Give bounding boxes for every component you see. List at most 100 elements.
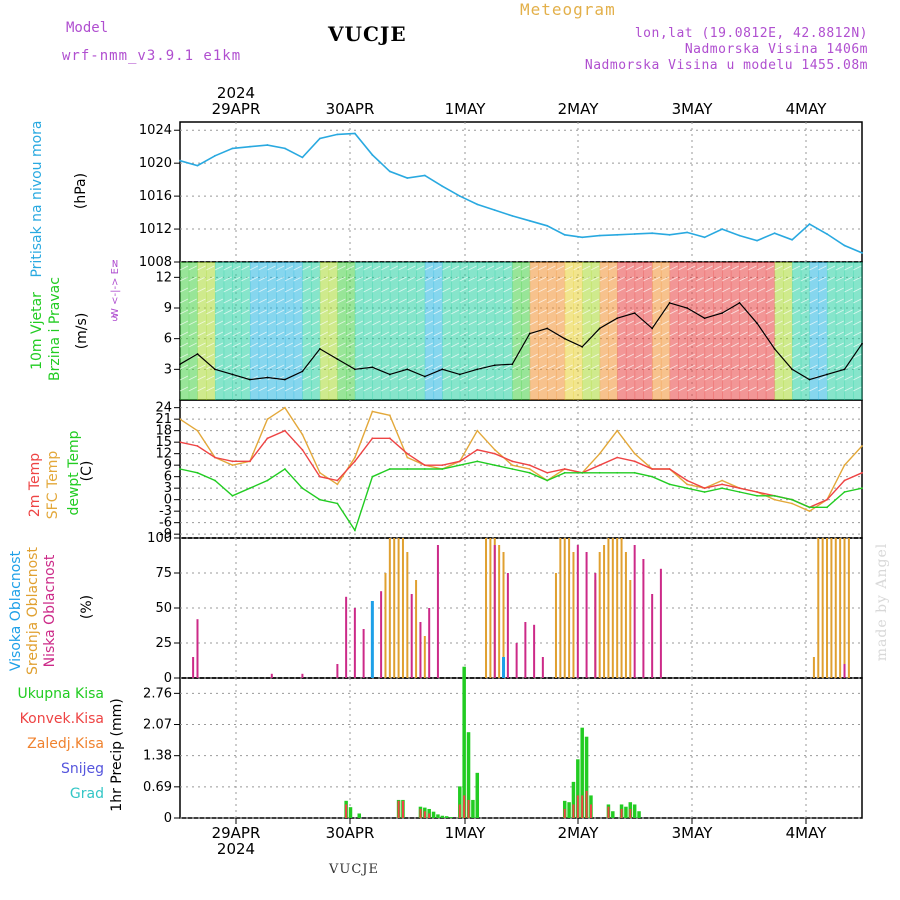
wind-arrow bbox=[450, 298, 460, 304]
dewpoint-line-point bbox=[598, 471, 601, 474]
wind-arrow bbox=[555, 287, 565, 293]
wind-arrow bbox=[651, 298, 661, 304]
temp-2m-line-point bbox=[301, 448, 304, 451]
wind-arrow bbox=[686, 353, 696, 359]
wind-arrow bbox=[826, 364, 836, 370]
wind-arrow bbox=[800, 265, 809, 271]
wind-field-strip bbox=[599, 262, 609, 400]
wind-arrow bbox=[319, 342, 329, 348]
wind-arrow bbox=[310, 309, 320, 315]
wind-arrow bbox=[363, 276, 372, 282]
wind-arrow bbox=[223, 375, 232, 381]
wind-arrow bbox=[276, 265, 285, 271]
wind-arrow bbox=[433, 298, 442, 304]
wind-arrow bbox=[503, 287, 512, 293]
wind-arrow bbox=[555, 364, 565, 370]
wind-arrow bbox=[206, 265, 215, 271]
wind-arrow bbox=[634, 364, 643, 370]
wind-field-strip bbox=[311, 262, 321, 400]
wind-arrow bbox=[835, 320, 844, 326]
top-date-label: 1MAY bbox=[445, 100, 487, 118]
wind-arrow bbox=[809, 331, 818, 337]
low-cloud-bar bbox=[345, 596, 348, 678]
wind-arrow bbox=[756, 265, 766, 271]
wind-arrow bbox=[302, 342, 311, 348]
wind-arrow bbox=[651, 309, 661, 315]
wind-arrow bbox=[345, 342, 355, 348]
wind-field-strip bbox=[494, 262, 505, 400]
wind-arrow bbox=[512, 386, 521, 392]
dewpoint-line-point bbox=[353, 529, 356, 532]
wind-arrow bbox=[494, 320, 503, 326]
legend-snow: Snijeg bbox=[60, 761, 104, 777]
wind-arrow bbox=[337, 386, 346, 392]
wind-arrow bbox=[765, 386, 774, 392]
wind-arrow bbox=[529, 276, 538, 282]
wind-arrow bbox=[372, 320, 381, 326]
wind-arrow bbox=[774, 298, 783, 304]
wind-arrow bbox=[310, 353, 320, 359]
wind-arrow bbox=[433, 375, 442, 381]
wind-arrow bbox=[643, 320, 652, 326]
mid-cloud-bar bbox=[607, 538, 610, 678]
wind-arrow bbox=[520, 298, 530, 304]
wind-arrow bbox=[599, 364, 608, 370]
wind-arrow bbox=[380, 353, 390, 359]
wind-speed-line-point bbox=[791, 368, 793, 371]
wind-arrow bbox=[477, 265, 486, 271]
wind-arrow bbox=[415, 386, 425, 392]
wind-arrow bbox=[582, 331, 591, 337]
wind-field-strip bbox=[809, 262, 819, 400]
mid-cloud-bar bbox=[598, 552, 601, 678]
wind-arrow bbox=[617, 276, 626, 282]
wind-arrow bbox=[669, 375, 678, 381]
y-tick-label: 1024 bbox=[139, 123, 172, 138]
legend-total-rain: Ukupna Kisa bbox=[17, 686, 104, 702]
wind-arrow bbox=[564, 287, 573, 293]
wind-arrow bbox=[818, 386, 827, 392]
mid-cloud-bar bbox=[559, 538, 562, 678]
wind-arrow bbox=[625, 375, 635, 381]
y-tick-label: 0 bbox=[164, 811, 172, 826]
wind-arrow bbox=[232, 386, 241, 392]
wind-arrow bbox=[503, 265, 512, 271]
wind-field-strip bbox=[643, 262, 653, 400]
wind-arrow bbox=[547, 276, 556, 282]
low-cloud-bar bbox=[659, 568, 662, 678]
wind-arrow bbox=[267, 309, 276, 315]
wind-arrow bbox=[485, 386, 495, 392]
wind-arrow bbox=[494, 265, 503, 271]
mid-cloud-bar bbox=[603, 545, 606, 678]
total-rain-bar bbox=[567, 802, 571, 818]
wind-arrow bbox=[721, 386, 731, 392]
wind-arrow bbox=[617, 298, 626, 304]
wind-arrow bbox=[739, 287, 748, 293]
wind-arrow bbox=[634, 309, 643, 315]
wind-arrow bbox=[564, 276, 573, 282]
wind-arrow bbox=[582, 364, 591, 370]
wind-arrow bbox=[660, 265, 670, 271]
y-tick-label: 1020 bbox=[139, 156, 172, 171]
wind-arrow bbox=[433, 287, 442, 293]
wind-arrow bbox=[293, 375, 302, 381]
wind-arrow bbox=[310, 364, 320, 370]
temp-2m-line-point bbox=[458, 460, 461, 463]
dewpoint-line-point bbox=[179, 468, 181, 470]
wind-arrow bbox=[625, 309, 635, 315]
wind-field-strip bbox=[503, 262, 513, 400]
wind-arrow bbox=[599, 298, 608, 304]
mid-cloud-bar bbox=[489, 538, 492, 678]
wind-arrow bbox=[721, 353, 731, 359]
wind-arrow bbox=[459, 320, 468, 326]
wind-arrow bbox=[179, 386, 189, 392]
low-cloud-bar bbox=[428, 608, 431, 678]
wind-arrow bbox=[695, 265, 705, 271]
wind-arrow bbox=[826, 287, 836, 293]
wind-arrow bbox=[442, 375, 451, 381]
top-date-label: 3MAY bbox=[672, 100, 714, 118]
wind-arrow bbox=[625, 353, 635, 359]
wind-arrow bbox=[520, 276, 530, 282]
low-cloud-bar bbox=[270, 673, 273, 678]
wind-arrow bbox=[206, 320, 215, 326]
wind-field-strip bbox=[564, 262, 574, 400]
